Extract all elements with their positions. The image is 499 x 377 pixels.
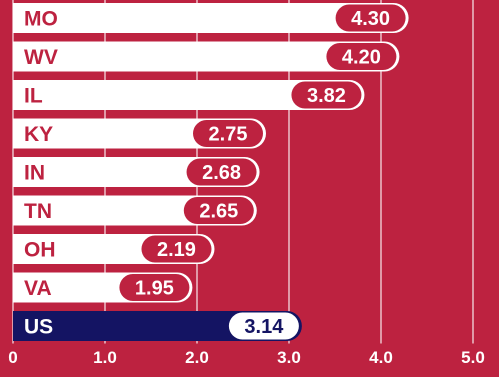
value-badge-il xyxy=(291,81,362,109)
bar-left-edge-ky xyxy=(13,118,43,149)
bar-group-tn: TN 2.65 xyxy=(13,195,257,226)
category-label-mo: MO xyxy=(24,8,58,31)
category-label-va: VA xyxy=(24,277,52,300)
bar-left-edge-mo xyxy=(13,3,43,33)
value-label-in: 2.68 xyxy=(202,162,241,184)
x-tick-label-5: 5.0 xyxy=(461,348,485,367)
value-label-mo: 4.30 xyxy=(351,8,390,30)
bar-group-us: US 3.14 xyxy=(13,311,302,341)
category-label-wv: WV xyxy=(24,46,58,69)
x-axis-ticks: 0 1.0 2.0 3.0 4.0 5.0 xyxy=(8,348,485,367)
value-label-il: 3.82 xyxy=(307,85,346,107)
value-badge-ky xyxy=(193,120,263,147)
value-badge-wv xyxy=(326,43,397,70)
bar-left-edge-va xyxy=(13,272,43,303)
value-label-va: 1.95 xyxy=(135,278,174,300)
bar-left-edge-us xyxy=(13,311,43,341)
value-badge-us xyxy=(228,312,299,340)
bar-left-edge-tn xyxy=(13,195,43,226)
bar-us xyxy=(13,311,302,341)
bar-left-edge-in xyxy=(13,157,43,187)
bars: MO 4.30 WV 4.20 IL 3.82 KY 2.75 IN 2.68 TN 2.65 OH 2.… xyxy=(13,3,409,341)
bar-left-edge-oh xyxy=(13,234,43,264)
value-label-ky: 2.75 xyxy=(209,124,248,146)
value-badge-mo xyxy=(335,4,406,32)
bar-left-edge-il xyxy=(13,80,43,110)
x-tick-label-2: 2.0 xyxy=(185,348,209,367)
category-label-il: IL xyxy=(24,85,43,108)
bar-group-oh: OH 2.19 xyxy=(13,234,215,264)
bar-group-in: IN 2.68 xyxy=(13,157,260,187)
bar-group-ky: KY 2.75 xyxy=(13,118,266,149)
value-label-us: 3.14 xyxy=(244,316,284,338)
bar-group-va: VA 1.95 xyxy=(13,272,193,303)
value-label-tn: 2.65 xyxy=(199,201,238,223)
x-tick-label-4: 4.0 xyxy=(369,348,393,367)
x-tick-label-0: 0 xyxy=(8,348,17,367)
category-label-tn: TN xyxy=(24,200,52,223)
bar-group-il: IL 3.82 xyxy=(13,80,365,110)
bar-group-mo: MO 4.30 xyxy=(13,3,409,33)
category-label-in: IN xyxy=(24,162,45,185)
x-tick-label-1: 1.0 xyxy=(93,348,117,367)
bar-il xyxy=(13,80,365,110)
bar-group-wv: WV 4.20 xyxy=(13,41,400,72)
category-label-us: US xyxy=(24,316,53,339)
value-label-oh: 2.19 xyxy=(157,239,196,261)
category-label-oh: OH xyxy=(24,239,56,262)
x-tick-label-3: 3.0 xyxy=(277,348,301,367)
value-badge-va xyxy=(119,274,190,301)
value-badge-tn xyxy=(183,197,254,224)
bar-wv xyxy=(13,41,400,72)
value-badge-oh xyxy=(141,235,212,263)
value-label-wv: 4.20 xyxy=(342,47,381,69)
bar-mo xyxy=(13,3,409,33)
bar-left-edge-wv xyxy=(13,41,43,72)
category-label-ky: KY xyxy=(24,123,53,146)
value-badge-in xyxy=(186,158,257,186)
